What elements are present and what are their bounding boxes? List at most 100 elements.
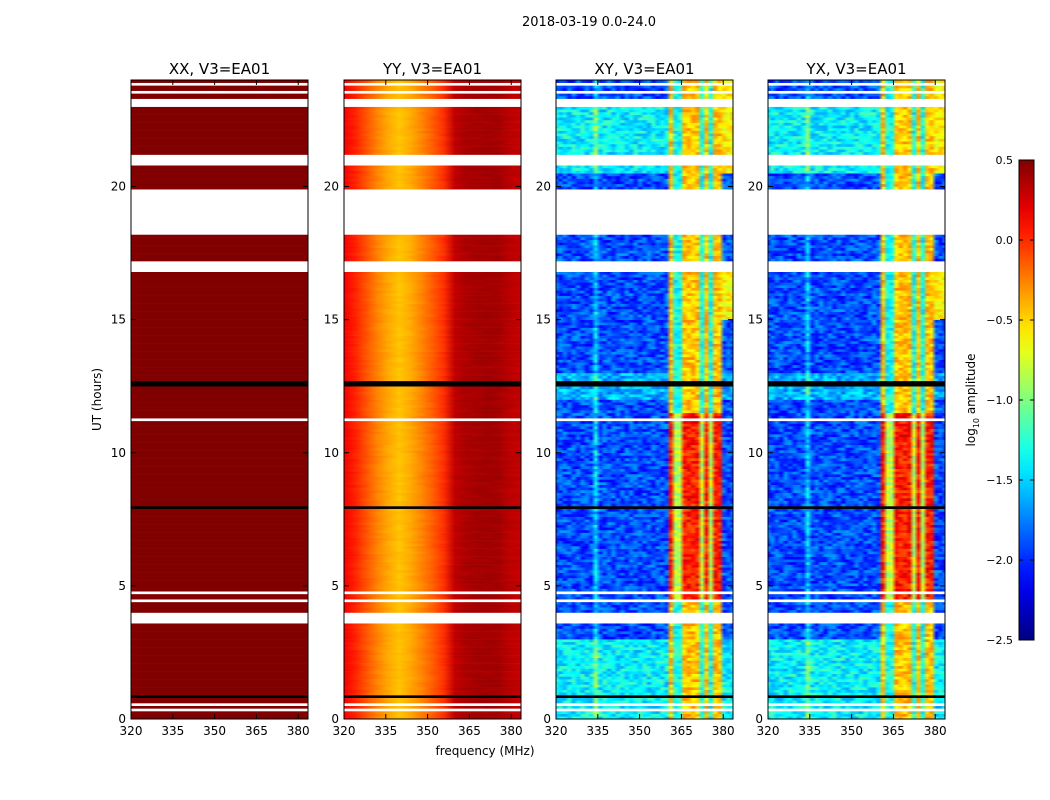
heatmap-row — [344, 165, 521, 169]
heatmap-row — [131, 615, 308, 619]
panel-title: YY, V3=EA01 — [382, 60, 482, 78]
heatmap-row — [344, 490, 521, 493]
x-tick-label: 350 — [203, 724, 226, 738]
heatmap-row — [768, 495, 945, 499]
heatmap-row — [344, 671, 521, 675]
heatmap-row — [344, 679, 521, 683]
heatmap-row — [556, 322, 733, 326]
heatmap-row — [556, 537, 733, 541]
heatmap-row — [768, 290, 945, 294]
heatmap-row — [344, 335, 521, 339]
heatmap-row — [344, 130, 521, 134]
heatmap-row — [131, 455, 308, 459]
heatmap-row — [556, 117, 733, 121]
heatmap-row — [556, 700, 733, 704]
heatmap-row — [131, 548, 308, 552]
y-tick-label: 15 — [324, 313, 339, 327]
heatmap-row — [344, 607, 521, 611]
heatmap-row — [131, 487, 308, 491]
heatmap-row — [556, 548, 733, 552]
heatmap-row — [344, 439, 521, 443]
heatmap-row — [131, 412, 308, 416]
heatmap-row — [768, 303, 945, 307]
heatmap-row — [556, 575, 733, 579]
heatmap-row — [556, 175, 733, 179]
heatmap-row — [556, 303, 733, 307]
heatmap-row — [556, 330, 733, 334]
heatmap-row — [131, 293, 308, 296]
heatmap-row — [556, 500, 733, 504]
heatmap-row — [556, 561, 733, 565]
heatmap-row — [131, 471, 308, 475]
heatmap-row — [131, 340, 308, 344]
heatmap-row — [556, 671, 733, 675]
heatmap-row — [556, 652, 733, 656]
heatmap-row — [556, 615, 733, 619]
heatmap-row — [131, 127, 308, 131]
heatmap-row — [344, 545, 521, 549]
heatmap-row — [556, 412, 733, 416]
heatmap-row — [131, 601, 308, 605]
heatmap-row — [344, 322, 521, 326]
heatmap-row — [768, 511, 945, 515]
heatmap-row — [344, 239, 521, 243]
heatmap-row — [131, 591, 308, 595]
colorbar-tick-label: −0.5 — [986, 314, 1013, 327]
heatmap-row — [131, 641, 308, 645]
heatmap-row — [344, 556, 521, 560]
heatmap-row — [344, 561, 521, 565]
x-tick-label: 350 — [416, 724, 439, 738]
heatmap-row — [768, 122, 945, 126]
heatmap-row — [131, 119, 308, 123]
heatmap-row — [131, 93, 308, 97]
heatmap-row — [768, 245, 945, 249]
heatmap-row — [768, 255, 945, 259]
heatmap-row — [344, 436, 521, 440]
heatmap-row — [344, 290, 521, 294]
heatmap-row — [131, 513, 308, 517]
x-tick-label: 335 — [161, 724, 184, 738]
heatmap-panel-1: XX, V3=EA01 320 335 350 365 380 0 5 10 15 20 UT (ho… — [90, 60, 310, 738]
heatmap-row — [556, 122, 733, 126]
heatmap-row — [768, 711, 945, 714]
heatmap-row — [131, 649, 308, 653]
heatmap-row — [768, 572, 945, 576]
heatmap-row — [344, 162, 521, 166]
heatmap-row — [768, 101, 945, 105]
heatmap-row — [768, 191, 945, 195]
heatmap-row — [344, 532, 521, 536]
heatmap-row — [344, 261, 521, 265]
heatmap-row — [768, 641, 945, 645]
heatmap-row — [344, 553, 521, 557]
heatmap-row — [556, 327, 733, 331]
heatmap-row — [556, 202, 733, 206]
heatmap-row — [344, 90, 521, 94]
heatmap-row — [131, 644, 308, 648]
heatmap-row — [344, 692, 521, 696]
heatmap-row — [768, 215, 945, 219]
heatmap-row — [344, 269, 521, 272]
heatmap-row — [556, 460, 733, 464]
heatmap-row — [131, 87, 308, 91]
heatmap-row — [768, 535, 945, 539]
heatmap-row — [131, 583, 308, 587]
heatmap-row — [344, 697, 521, 701]
heatmap-row — [344, 612, 521, 616]
heatmap-row — [556, 95, 733, 99]
heatmap-row — [131, 157, 308, 161]
heatmap-row — [556, 415, 733, 419]
heatmap-row — [768, 151, 945, 155]
heatmap-row — [131, 298, 308, 302]
heatmap-row — [131, 676, 308, 680]
y-tick-label: 5 — [118, 579, 126, 593]
heatmap-row — [344, 362, 521, 366]
heatmap-row — [344, 101, 521, 105]
heatmap-row — [131, 692, 308, 696]
heatmap-row — [131, 85, 308, 89]
y-tick-label: 15 — [536, 313, 551, 327]
heatmap-row — [344, 452, 521, 456]
heatmap-row — [131, 162, 308, 166]
heatmap-row — [556, 609, 733, 613]
heatmap-row — [344, 404, 521, 408]
heatmap-row — [768, 274, 945, 278]
